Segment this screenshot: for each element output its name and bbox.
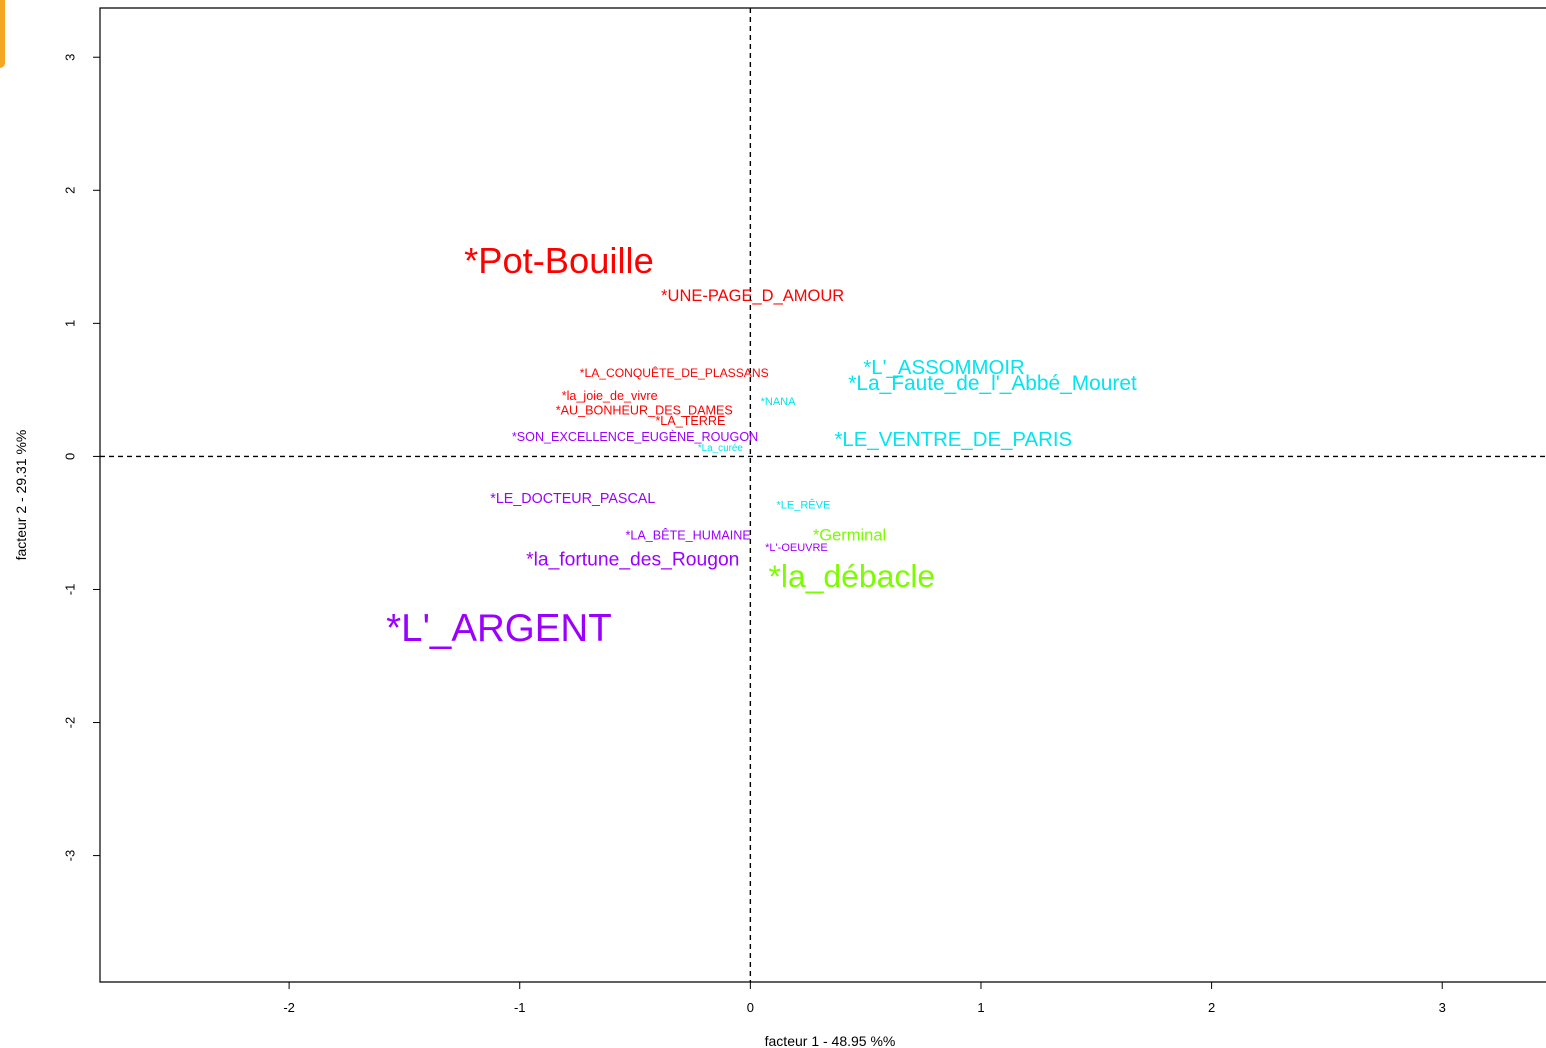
point-label: *AU_BONHEUR_DES_DAMES — [556, 404, 733, 418]
point-label: *L'_ARGENT — [386, 607, 612, 650]
point-label: *la_joie_de_vivre — [562, 389, 658, 403]
y-tick-label: -1 — [62, 584, 77, 596]
point-label: *L'-OEUVRE — [765, 542, 828, 554]
point-label: *la_fortune_des_Rougon — [526, 549, 739, 570]
point-label: *LA_TERRE — [655, 414, 725, 428]
point-label: *LA_BÊTE_HUMAINE — [625, 528, 750, 543]
y-tick-label: 3 — [62, 54, 77, 61]
point-label: *LA_CONQUÊTE_DE_PLASSANS — [580, 365, 769, 380]
y-tick-label: -3 — [62, 850, 77, 862]
y-tick-label: 1 — [62, 320, 77, 327]
point-label: *la_débacle — [768, 558, 935, 594]
x-axis-title: facteur 1 - 48.95 %% — [765, 1033, 896, 1048]
point-label: *NANA — [761, 396, 797, 408]
point-label: *UNE-PAGE_D_AMOUR — [661, 287, 844, 305]
x-tick-label: 2 — [1208, 1000, 1215, 1015]
point-label: *LE_RÊVE — [776, 499, 830, 512]
y-axis-title: facteur 2 - 29.31 %% — [13, 430, 29, 561]
point-label: *LE_VENTRE_DE_PARIS — [834, 429, 1072, 451]
x-tick-label: 0 — [747, 1000, 754, 1015]
x-tick-label: -2 — [283, 1000, 295, 1015]
point-label: *La_Faute_de_l'_Abbé_Mouret — [848, 372, 1137, 395]
point-label: *L'_ASSOMMOIR — [863, 357, 1024, 379]
point-label: *LE_DOCTEUR_PASCAL — [490, 491, 655, 507]
y-tick-label: 2 — [62, 187, 77, 194]
x-tick-label: 3 — [1439, 1000, 1446, 1015]
window-corner-mark — [0, 0, 5, 68]
point-label: *Germinal — [813, 527, 886, 545]
x-tick-label: -1 — [514, 1000, 526, 1015]
plot-frame — [99, 7, 1546, 983]
y-tick-label: 0 — [62, 453, 77, 460]
x-tick-label: 1 — [977, 1000, 984, 1015]
point-label: *SON_EXCELLENCE_EUGÈNE_ROUGON — [512, 429, 758, 444]
point-label: *Pot-Bouille — [464, 240, 654, 281]
point-label: *La_curée — [698, 443, 744, 454]
y-tick-label: -2 — [62, 717, 77, 729]
